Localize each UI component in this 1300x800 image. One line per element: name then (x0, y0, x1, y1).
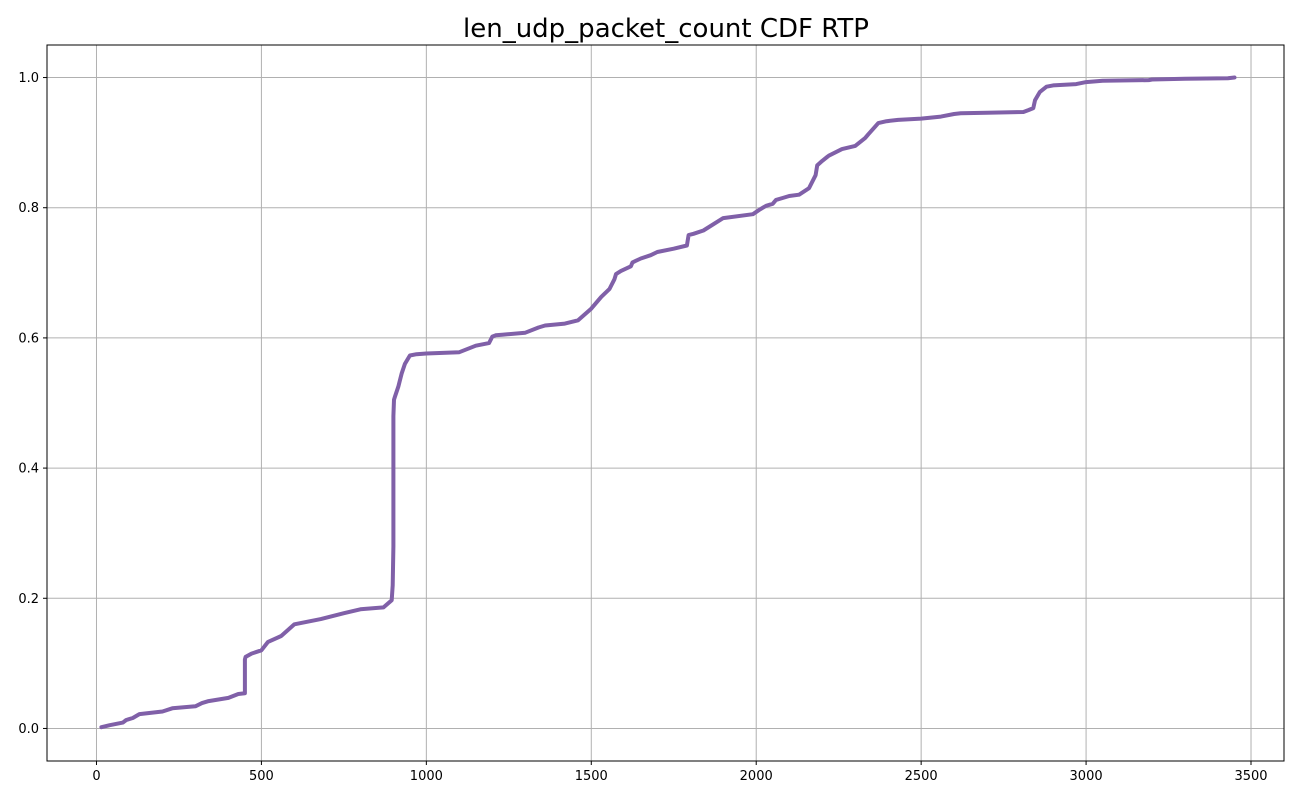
y-tick-label: 1.0 (18, 71, 39, 86)
x-tick-label: 2000 (740, 769, 773, 784)
y-tick-label: 0.8 (18, 201, 39, 216)
grid-lines (47, 45, 1284, 761)
x-axis-ticks: 0 500 1000 1500 2000 2500 3000 3500 (92, 761, 1268, 784)
x-tick-label: 3000 (1070, 769, 1103, 784)
y-tick-label: 0.0 (18, 722, 39, 737)
y-axis-ticks: 0.0 0.2 0.4 0.6 0.8 1.0 (18, 71, 47, 737)
y-tick-label: 0.6 (18, 331, 39, 346)
plot-frame (46, 44, 1285, 762)
x-tick-label: 1500 (575, 769, 608, 784)
x-tick-label: 500 (249, 769, 274, 784)
cdf-series-line (99, 75, 1237, 730)
x-tick-label: 1000 (410, 769, 443, 784)
x-tick-label: 3500 (1234, 769, 1267, 784)
chart-title: len_udp_packet_count CDF RTP (463, 14, 869, 44)
y-tick-label: 0.4 (18, 462, 39, 477)
x-tick-label: 0 (92, 769, 100, 784)
y-tick-label: 0.2 (18, 592, 39, 607)
x-tick-label: 2500 (905, 769, 938, 784)
